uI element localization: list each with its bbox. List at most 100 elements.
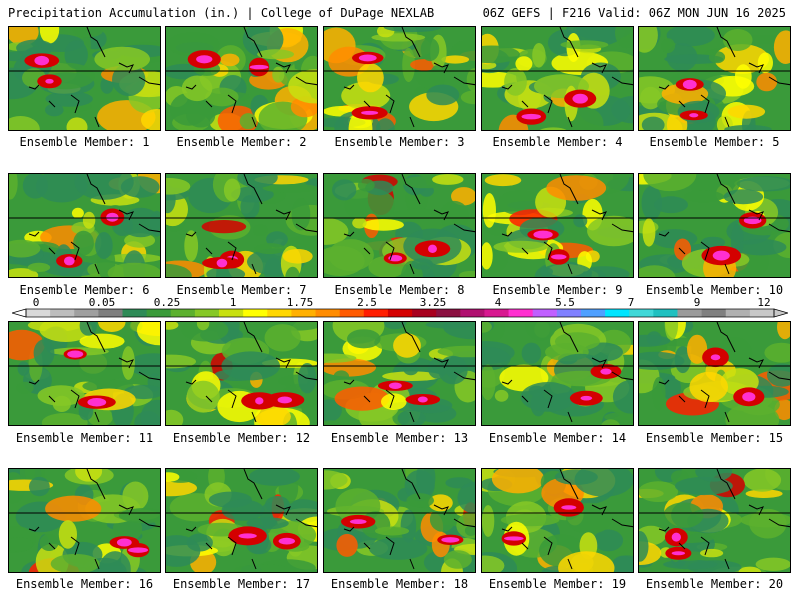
ensemble-member-label: Ensemble Member: 5	[649, 135, 780, 149]
precip-map-11	[9, 322, 160, 425]
colorbar-tick-label: 5.5	[555, 296, 575, 309]
colorbar-swatch	[50, 309, 75, 317]
coastline	[185, 469, 317, 570]
ensemble-member-label: Ensemble Member: 16	[15, 577, 154, 591]
coastline	[501, 27, 633, 128]
ensemble-panel-3	[323, 26, 476, 131]
coastline	[658, 27, 790, 128]
colorbar-swatch	[749, 309, 775, 317]
ensemble-panel-8	[323, 173, 476, 278]
precip-map-17	[166, 469, 317, 572]
run-valid-time: 06Z GEFS | F216 Valid: 06Z MON JUN 16 20…	[482, 6, 786, 20]
colorbar-swatch	[363, 309, 389, 317]
coastline	[343, 322, 475, 423]
coastline	[28, 322, 160, 423]
colorbar-swatch	[194, 309, 220, 317]
colorbar-tick-label: 3.25	[419, 296, 447, 309]
colorbar-swatch	[508, 309, 534, 317]
ensemble-panel-19	[481, 468, 634, 573]
ensemble-panel-9	[481, 173, 634, 278]
ensemble-panel-2	[165, 26, 318, 131]
chart-title: Precipitation Accumulation (in.) | Colle…	[8, 6, 435, 20]
coastline	[501, 322, 633, 423]
colorbar-swatch	[605, 309, 630, 317]
ensemble-member-label: Ensemble Member: 20	[645, 577, 784, 591]
colorbar-left-arrow	[12, 308, 27, 318]
colorbar-tick-label: 0.05	[88, 296, 116, 309]
ensemble-panel-6	[8, 173, 161, 278]
precip-map-6	[9, 174, 160, 277]
colorbar-swatch	[532, 309, 558, 317]
precip-map-5	[639, 27, 790, 130]
ensemble-member-label: Ensemble Member: 4	[492, 135, 623, 149]
ensemble-member-label: Ensemble Member: 9	[492, 283, 623, 297]
ensemble-panel-12	[165, 321, 318, 426]
coastline	[343, 27, 475, 128]
ensemble-panel-4	[481, 26, 634, 131]
ensemble-panel-10	[638, 173, 791, 278]
precip-map-4	[482, 27, 633, 130]
colorbar-swatch	[98, 309, 124, 317]
coastline	[28, 27, 160, 128]
coastline	[185, 322, 317, 423]
colorbar-swatch	[315, 309, 341, 317]
colorbar-tick-label: 0.25	[153, 296, 181, 309]
precip-map-14	[482, 322, 633, 425]
ensemble-panel-18	[323, 468, 476, 573]
ensemble-panel-13	[323, 321, 476, 426]
colorbar-swatch	[339, 309, 365, 317]
precip-map-12	[166, 322, 317, 425]
ensemble-panel-20	[638, 468, 791, 573]
ensemble-panel-5	[638, 26, 791, 131]
coastline	[658, 174, 790, 275]
colorbar-swatch	[170, 309, 196, 317]
precip-map-7	[166, 174, 317, 277]
colorbar-tick-label: 2.5	[357, 296, 377, 309]
coastline	[185, 174, 317, 275]
precip-map-16	[9, 469, 160, 572]
colorbar-swatch	[460, 309, 485, 317]
colorbar-swatch	[243, 309, 268, 317]
colorbar-swatch	[219, 309, 244, 317]
ensemble-member-label: Ensemble Member: 7	[176, 283, 307, 297]
ensemble-panel-1	[8, 26, 161, 131]
ensemble-panel-7	[165, 173, 318, 278]
colorbar-swatch	[74, 309, 99, 317]
ensemble-member-label: Ensemble Member: 11	[15, 431, 154, 445]
colorbar-swatch	[146, 309, 172, 317]
coastline	[343, 469, 475, 570]
ensemble-member-label: Ensemble Member: 3	[334, 135, 465, 149]
coastline	[501, 174, 633, 275]
precip-map-1	[9, 27, 160, 130]
ensemble-panel-11	[8, 321, 161, 426]
coastline	[28, 174, 160, 275]
colorbar-right-arrow	[773, 308, 788, 318]
colorbar-tick-label: 4	[494, 296, 502, 309]
coastline	[343, 174, 475, 275]
colorbar-swatch	[122, 309, 148, 317]
colorbar-swatch	[677, 309, 703, 317]
colorbar-swatch	[556, 309, 582, 317]
precip-colorbar	[12, 308, 788, 318]
colorbar-swatch	[291, 309, 317, 317]
precip-map-2	[166, 27, 317, 130]
precip-map-15	[639, 322, 790, 425]
ensemble-member-label: Ensemble Member: 8	[334, 283, 465, 297]
precip-map-18	[324, 469, 475, 572]
ensemble-member-label: Ensemble Member: 15	[645, 431, 784, 445]
colorbar-swatch	[725, 309, 751, 317]
ensemble-member-label: Ensemble Member: 10	[645, 283, 784, 297]
ensemble-panel-17	[165, 468, 318, 573]
coastline	[28, 469, 160, 570]
ensemble-member-label: Ensemble Member: 2	[176, 135, 307, 149]
ensemble-member-label: Ensemble Member: 12	[172, 431, 311, 445]
colorbar-swatch	[267, 309, 292, 317]
coastline	[501, 469, 633, 570]
colorbar-swatch	[629, 309, 654, 317]
precip-map-20	[639, 469, 790, 572]
colorbar-swatch	[436, 309, 461, 317]
ensemble-member-label: Ensemble Member: 1	[19, 135, 150, 149]
ensemble-member-label: Ensemble Member: 18	[330, 577, 469, 591]
ensemble-member-label: Ensemble Member: 19	[488, 577, 627, 591]
colorbar-tick-label: 0	[32, 296, 40, 309]
